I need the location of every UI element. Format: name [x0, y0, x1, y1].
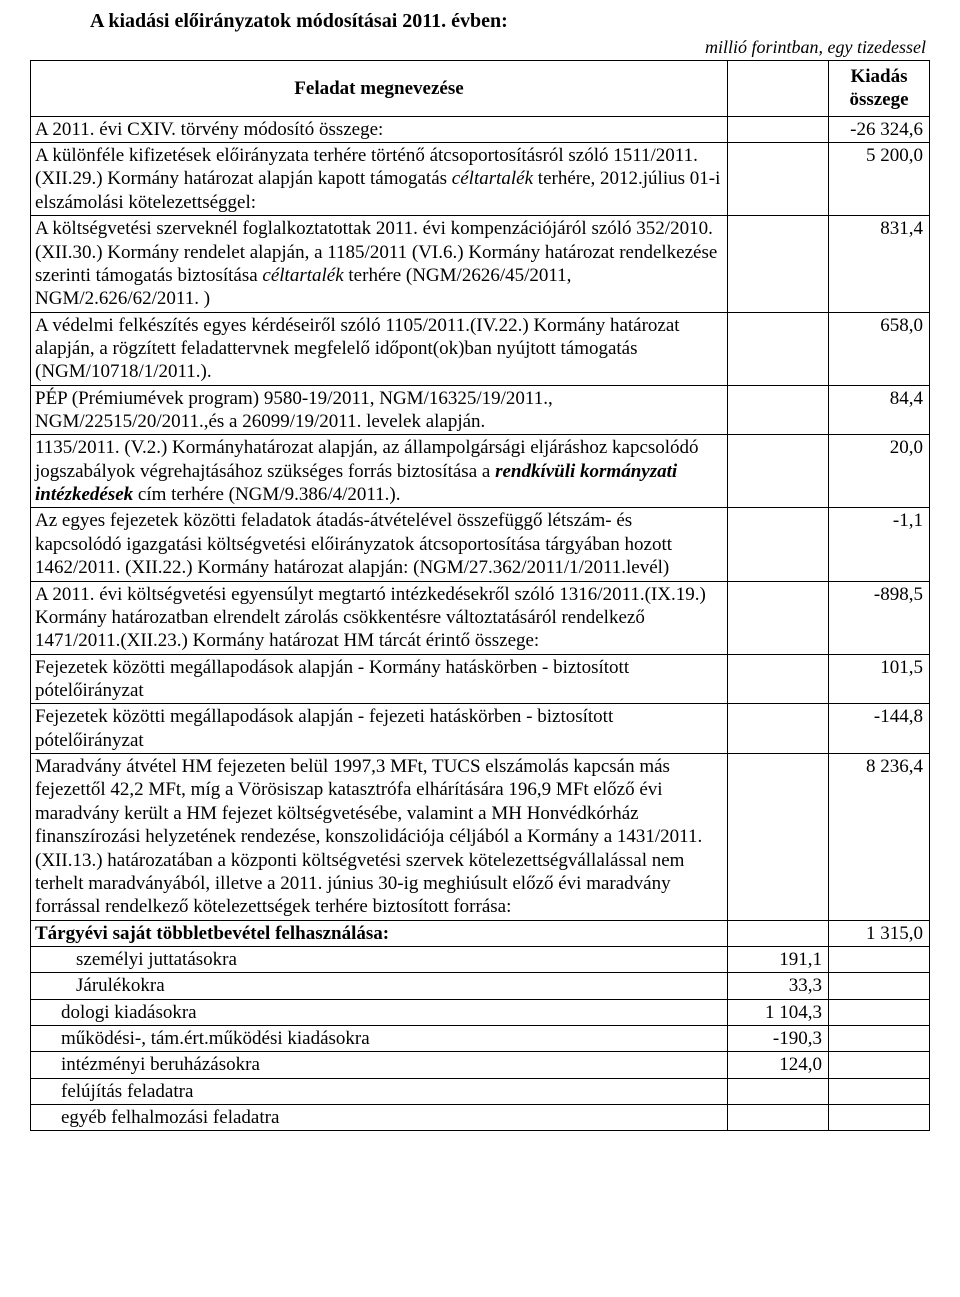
row-value	[828, 1026, 929, 1052]
row-desc: személyi juttatásokra	[31, 946, 728, 972]
table-row: A különféle kifizetések előirányzata ter…	[31, 143, 930, 216]
row-desc: Fejezetek közötti megállapodások alapján…	[31, 704, 728, 754]
table-row: Maradvány átvétel HM fejezeten belül 199…	[31, 754, 930, 921]
row-mid-value	[727, 1105, 828, 1131]
table-row: egyéb felhalmozási feladatra	[31, 1105, 930, 1131]
table-row: Fejezetek közötti megállapodások alapján…	[31, 654, 930, 704]
row-value: 5 200,0	[828, 143, 929, 216]
row-desc: felújítás feladatra	[31, 1078, 728, 1104]
row-desc: Az egyes fejezetek közötti feladatok áta…	[31, 508, 728, 581]
table-row: dologi kiadásokra1 104,3	[31, 999, 930, 1025]
row-value: 8 236,4	[828, 754, 929, 921]
table-row: A 2011. évi CXIV. törvény módosító össze…	[31, 116, 930, 142]
table-row: Az egyes fejezetek közötti feladatok áta…	[31, 508, 930, 581]
row-value: 84,4	[828, 385, 929, 435]
row-mid-value: -190,3	[727, 1026, 828, 1052]
row-mid-value	[727, 754, 828, 921]
page: A kiadási előirányzatok módosításai 2011…	[0, 0, 960, 1151]
row-mid-value: 1 104,3	[727, 999, 828, 1025]
row-desc: PÉP (Prémiumévek program) 9580-19/2011, …	[31, 385, 728, 435]
row-value: 1 315,0	[828, 920, 929, 946]
row-mid-value: 33,3	[727, 973, 828, 999]
row-mid-value	[727, 385, 828, 435]
row-value: 20,0	[828, 435, 929, 508]
row-mid-value	[727, 216, 828, 312]
table-header-row: Feladat megnevezése Kiadás összege	[31, 61, 930, 117]
table-row: működési-, tám.ért.működési kiadásokra-1…	[31, 1026, 930, 1052]
row-desc: A különféle kifizetések előirányzata ter…	[31, 143, 728, 216]
row-value	[828, 946, 929, 972]
row-value	[828, 1052, 929, 1078]
header-desc: Feladat megnevezése	[31, 61, 728, 117]
row-desc: A védelmi felkészítés egyes kérdéseiről …	[31, 312, 728, 385]
page-title: A kiadási előirányzatok módosításai 2011…	[90, 10, 930, 33]
row-desc: Járulékokra	[31, 973, 728, 999]
row-mid-value	[727, 1078, 828, 1104]
row-mid-value	[727, 654, 828, 704]
table-row: személyi juttatásokra191,1	[31, 946, 930, 972]
row-value	[828, 1078, 929, 1104]
row-desc: A költségvetési szerveknél foglalkoztato…	[31, 216, 728, 312]
table-row: A 2011. évi költségvetési egyensúlyt meg…	[31, 581, 930, 654]
row-value: -26 324,6	[828, 116, 929, 142]
table-row: 1135/2011. (V.2.) Kormányhatározat alapj…	[31, 435, 930, 508]
table-row: felújítás feladatra	[31, 1078, 930, 1104]
row-desc: működési-, tám.ért.működési kiadásokra	[31, 1026, 728, 1052]
row-mid-value	[727, 435, 828, 508]
table-row: Járulékokra33,3	[31, 973, 930, 999]
row-mid-value	[727, 581, 828, 654]
table-row: A védelmi felkészítés egyes kérdéseiről …	[31, 312, 930, 385]
row-desc: A 2011. évi CXIV. törvény módosító össze…	[31, 116, 728, 142]
table-row: intézményi beruházásokra124,0	[31, 1052, 930, 1078]
row-value	[828, 1105, 929, 1131]
table-row: Tárgyévi saját többletbevétel felhasznál…	[31, 920, 930, 946]
header-mid	[727, 61, 828, 117]
row-desc: Maradvány átvétel HM fejezeten belül 199…	[31, 754, 728, 921]
row-value: -1,1	[828, 508, 929, 581]
table-row: Fejezetek közötti megállapodások alapján…	[31, 704, 930, 754]
table-row: PÉP (Prémiumévek program) 9580-19/2011, …	[31, 385, 930, 435]
row-desc: A 2011. évi költségvetési egyensúlyt meg…	[31, 581, 728, 654]
row-mid-value	[727, 704, 828, 754]
row-mid-value	[727, 312, 828, 385]
row-value	[828, 973, 929, 999]
row-mid-value	[727, 143, 828, 216]
row-value: -144,8	[828, 704, 929, 754]
row-desc: Fejezetek közötti megállapodások alapján…	[31, 654, 728, 704]
row-desc: egyéb felhalmozási feladatra	[31, 1105, 728, 1131]
budget-table: Feladat megnevezése Kiadás összege A 201…	[30, 60, 930, 1131]
row-mid-value	[727, 508, 828, 581]
row-value: 831,4	[828, 216, 929, 312]
row-value: 101,5	[828, 654, 929, 704]
row-mid-value	[727, 920, 828, 946]
row-desc: dologi kiadásokra	[31, 999, 728, 1025]
row-mid-value: 124,0	[727, 1052, 828, 1078]
row-value: -898,5	[828, 581, 929, 654]
row-value: 658,0	[828, 312, 929, 385]
row-value	[828, 999, 929, 1025]
row-mid-value	[727, 116, 828, 142]
table-row: A költségvetési szerveknél foglalkoztato…	[31, 216, 930, 312]
row-desc: Tárgyévi saját többletbevétel felhasznál…	[31, 920, 728, 946]
units-note: millió forintban, egy tizedessel	[30, 37, 926, 58]
row-desc: intézményi beruházásokra	[31, 1052, 728, 1078]
row-mid-value: 191,1	[727, 946, 828, 972]
header-val: Kiadás összege	[828, 61, 929, 117]
row-desc: 1135/2011. (V.2.) Kormányhatározat alapj…	[31, 435, 728, 508]
